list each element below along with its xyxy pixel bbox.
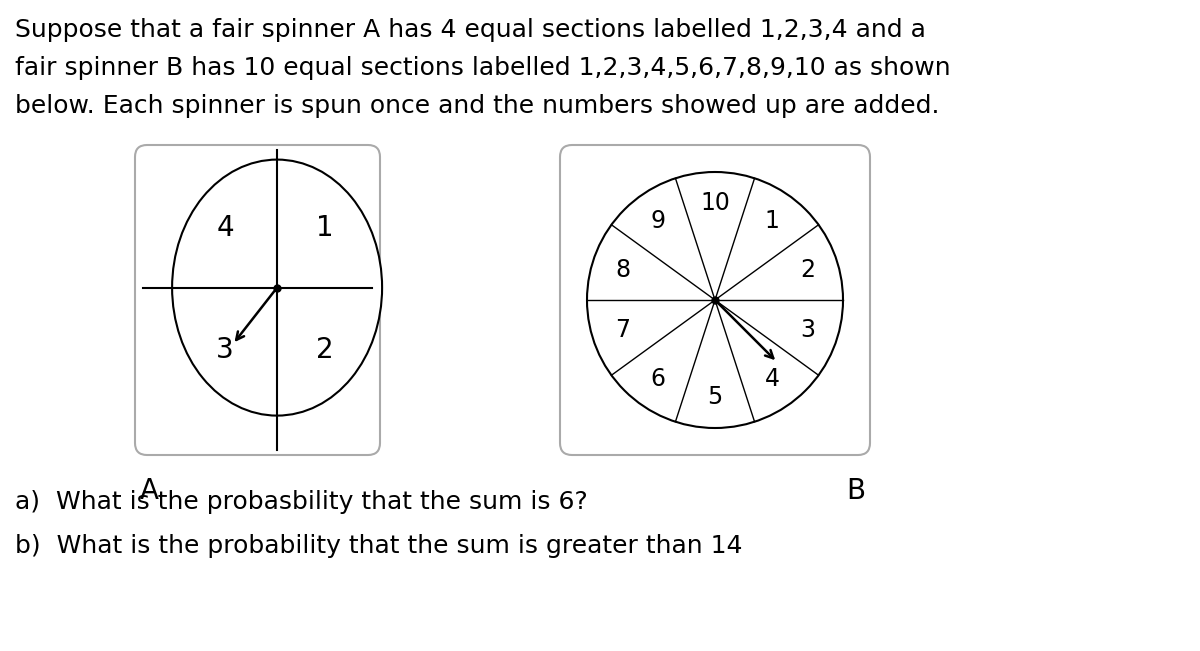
Text: B: B <box>846 477 865 505</box>
Text: 7: 7 <box>614 318 630 342</box>
Text: b)  What is the probability that the sum is greater than 14: b) What is the probability that the sum … <box>14 534 743 558</box>
Text: 2: 2 <box>317 336 334 364</box>
Text: 9: 9 <box>650 210 665 233</box>
FancyBboxPatch shape <box>134 145 380 455</box>
Text: Suppose that a fair spinner A has 4 equal sections labelled 1,2,3,4 and a: Suppose that a fair spinner A has 4 equa… <box>14 18 926 42</box>
Text: 5: 5 <box>707 385 722 409</box>
Text: 6: 6 <box>650 367 665 391</box>
Text: below. Each spinner is spun once and the numbers showed up are added.: below. Each spinner is spun once and the… <box>14 94 940 118</box>
Circle shape <box>587 172 842 428</box>
Text: 3: 3 <box>216 336 234 364</box>
Text: 4: 4 <box>764 367 780 391</box>
Text: fair spinner B has 10 equal sections labelled 1,2,3,4,5,6,7,8,9,10 as shown: fair spinner B has 10 equal sections lab… <box>14 56 950 80</box>
Text: 8: 8 <box>614 258 630 282</box>
Text: 3: 3 <box>800 318 815 342</box>
Text: 1: 1 <box>764 210 780 233</box>
Text: 4: 4 <box>216 214 234 242</box>
FancyBboxPatch shape <box>560 145 870 455</box>
Ellipse shape <box>172 159 382 415</box>
Text: a)  What is the probasbility that the sum is 6?: a) What is the probasbility that the sum… <box>14 490 588 514</box>
Text: 10: 10 <box>700 191 730 215</box>
Text: 2: 2 <box>800 258 815 282</box>
Text: A: A <box>140 477 158 505</box>
Text: 1: 1 <box>317 214 334 242</box>
